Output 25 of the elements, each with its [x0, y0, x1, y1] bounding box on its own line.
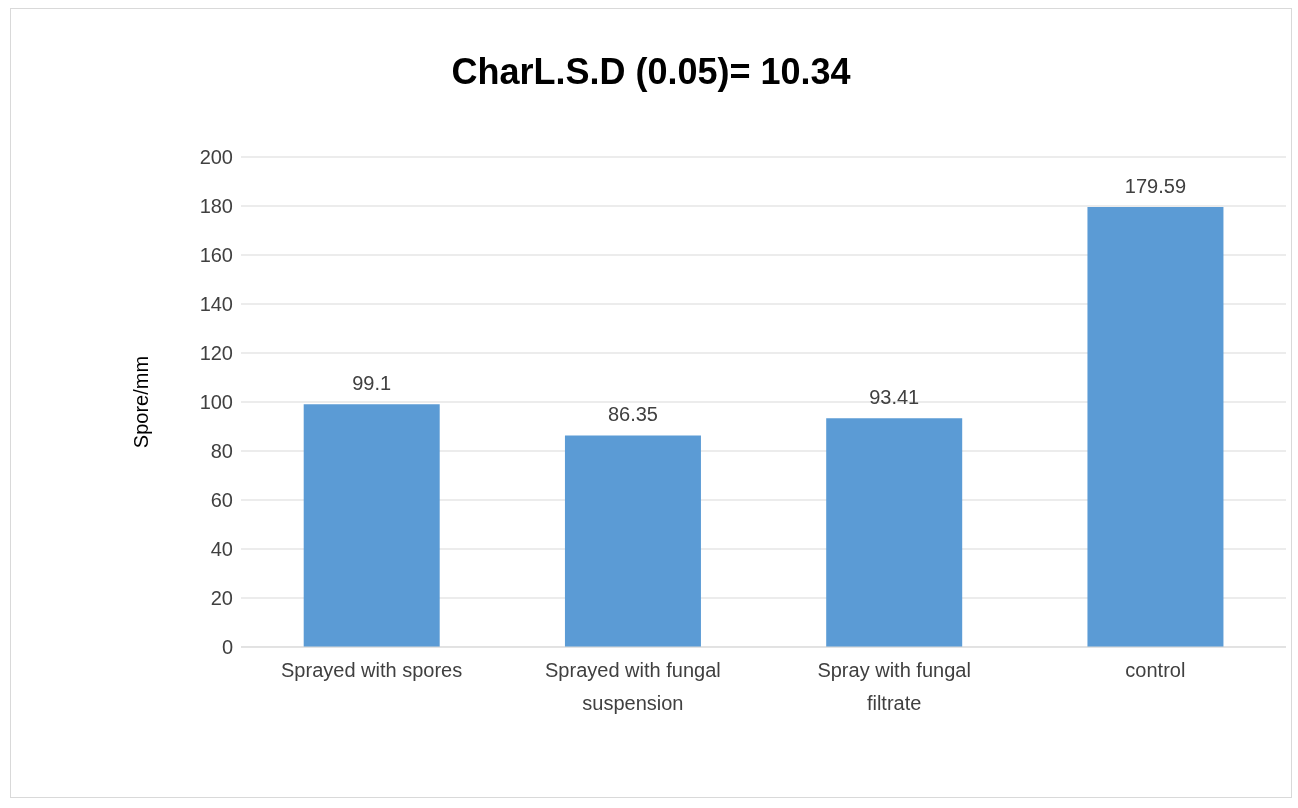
- y-tick-label: 100: [199, 391, 233, 414]
- y-tick-label: 160: [199, 244, 233, 267]
- bar: [1087, 207, 1224, 647]
- x-tick-label: Sprayed with spores: [281, 659, 463, 681]
- data-label: 99.1: [352, 372, 392, 395]
- x-tick-label: Sprayed with fungal suspension: [545, 659, 721, 714]
- y-axis-title: Spore/mm: [130, 355, 153, 449]
- y-tick-label: 180: [199, 195, 233, 218]
- y-tick-label: 60: [210, 489, 233, 512]
- y-tick-label: 40: [210, 538, 233, 561]
- bar: [303, 404, 440, 647]
- data-label: 86.35: [607, 403, 658, 426]
- y-tick-label: 200: [199, 146, 233, 169]
- y-tick-label: 80: [210, 440, 233, 463]
- bar: [826, 418, 963, 647]
- x-tick-label: Spray with fungal filtrate: [817, 659, 971, 714]
- y-tick-label: 0: [221, 636, 233, 659]
- x-tick-label: control: [1125, 659, 1186, 681]
- y-tick-label: 140: [199, 293, 233, 316]
- data-label: 179.59: [1124, 175, 1187, 197]
- y-tick-label: 20: [210, 587, 233, 610]
- data-label: 93.41: [869, 386, 920, 409]
- chart-title: CharL.S.D (0.05)= 10.34: [450, 51, 852, 93]
- bar: [564, 435, 701, 647]
- y-tick-label: 120: [199, 342, 233, 365]
